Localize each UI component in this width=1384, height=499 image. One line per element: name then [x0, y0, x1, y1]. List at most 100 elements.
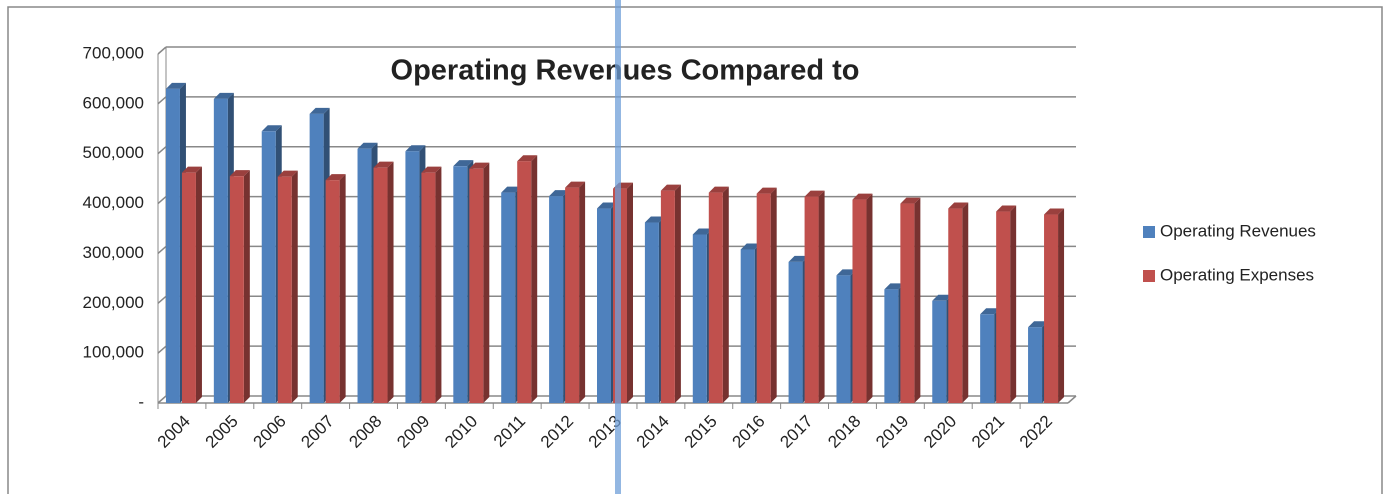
bar-top: [213, 92, 234, 99]
bar: [565, 187, 580, 403]
bar-top: [565, 181, 586, 188]
split-line: [615, 0, 621, 494]
bar-side: [291, 170, 298, 403]
chart-title: Operating Revenues Compared to: [391, 55, 860, 87]
bar-side: [722, 186, 729, 403]
bar-top: [549, 190, 570, 197]
bar: [644, 222, 659, 403]
bar: [325, 180, 340, 403]
bar-top: [357, 142, 378, 149]
bar-top: [980, 308, 1001, 315]
bar: [373, 167, 388, 403]
bar: [996, 211, 1011, 403]
bar-top: [421, 166, 442, 173]
bar: [660, 190, 675, 403]
bar-side: [770, 187, 777, 403]
bar-top: [309, 107, 330, 114]
y-tick-label: 200,000: [83, 293, 144, 312]
bar-top: [708, 186, 729, 193]
bar: [980, 314, 995, 403]
bar: [948, 208, 963, 403]
bar-top: [229, 170, 250, 177]
grid-line: [157, 395, 167, 404]
bar: [421, 172, 436, 403]
bar: [756, 193, 771, 403]
bar-side: [962, 202, 969, 403]
bar-side: [243, 170, 250, 403]
y-tick-label: 700,000: [83, 43, 144, 62]
bar: [501, 192, 516, 403]
bar: [884, 289, 899, 403]
bar: [453, 166, 468, 403]
bar: [597, 208, 611, 403]
bar-top: [852, 193, 873, 200]
bar: [309, 113, 324, 403]
legend-label: Operating Revenues: [1160, 221, 1316, 240]
bar-top: [277, 170, 298, 177]
bar: [836, 275, 851, 403]
grid-line: [157, 96, 167, 105]
bar-top: [644, 216, 665, 223]
bar-top: [884, 283, 905, 290]
bar: [517, 161, 532, 403]
bar: [165, 88, 180, 404]
grid-line: [157, 245, 167, 254]
bar-side: [818, 190, 825, 403]
bar: [708, 192, 723, 403]
bar-top: [948, 202, 969, 209]
bar-side: [627, 182, 633, 403]
bar: [181, 172, 196, 403]
bar-top: [181, 166, 202, 173]
grid-line: [157, 345, 167, 354]
bar-side: [1010, 205, 1017, 403]
legend-swatch: [1143, 270, 1155, 282]
bar-top: [740, 243, 761, 250]
bar-side: [195, 166, 202, 403]
bar-side: [339, 174, 346, 403]
bar-top: [660, 184, 681, 191]
bar: [932, 300, 947, 403]
bar-top: [325, 174, 346, 181]
bar-top: [836, 269, 857, 276]
bar-side: [387, 161, 394, 403]
bar: [900, 203, 915, 403]
y-tick-label: 100,000: [83, 343, 144, 362]
bar-top: [453, 160, 474, 167]
bar: [261, 131, 276, 403]
bar-top: [405, 145, 426, 152]
bar-side: [579, 181, 586, 403]
bar-side: [914, 197, 921, 403]
bar-side: [483, 162, 490, 403]
bar: [277, 176, 292, 403]
legend-label: Operating Expenses: [1160, 265, 1314, 284]
bar-top: [788, 255, 809, 262]
bar-top: [597, 202, 617, 209]
bar-side: [1058, 208, 1065, 403]
bar: [804, 196, 819, 403]
y-tick-label: 300,000: [83, 243, 144, 262]
bar-top: [261, 125, 282, 132]
legend-swatch: [1143, 226, 1155, 238]
bar-side: [866, 193, 873, 403]
grid-line: [157, 46, 167, 55]
bar: [788, 261, 803, 403]
bar: [357, 148, 372, 403]
bar: [213, 98, 228, 403]
bar: [549, 196, 564, 403]
bar-side: [674, 184, 681, 403]
bar-side: [531, 155, 538, 403]
bar: [469, 168, 484, 403]
bar-top: [996, 205, 1017, 212]
grid-line: [157, 295, 167, 304]
bar-top: [469, 162, 490, 169]
y-tick-label: 400,000: [83, 193, 144, 212]
bar: [740, 249, 755, 403]
bar-top: [1044, 208, 1065, 215]
bar-top: [756, 187, 777, 194]
bar: [1044, 214, 1059, 403]
bar-top: [932, 294, 953, 301]
y-tick-label: 600,000: [83, 93, 144, 112]
bar-top: [692, 228, 713, 235]
